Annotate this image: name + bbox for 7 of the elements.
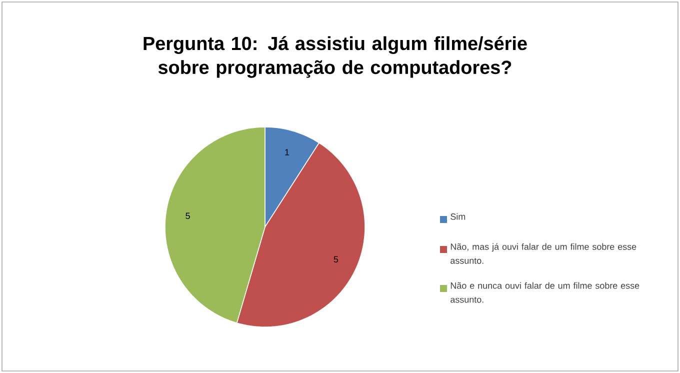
- legend-label: Sim: [450, 213, 466, 220]
- chart-title: Pergunta 10: Já assistiu algum filme/série sobre programação de computadores?: [144, 36, 527, 78]
- legend-label: Não, mas já ouvi falar de um filme sobre esse assunto.: [450, 243, 636, 264]
- data-label: 5: [334, 256, 338, 263]
- legend-label: Não e nunca ouvi falar de um filme sobre esse assunto.: [450, 282, 640, 303]
- data-label: 1: [285, 149, 290, 156]
- data-label: 5: [186, 212, 190, 220]
